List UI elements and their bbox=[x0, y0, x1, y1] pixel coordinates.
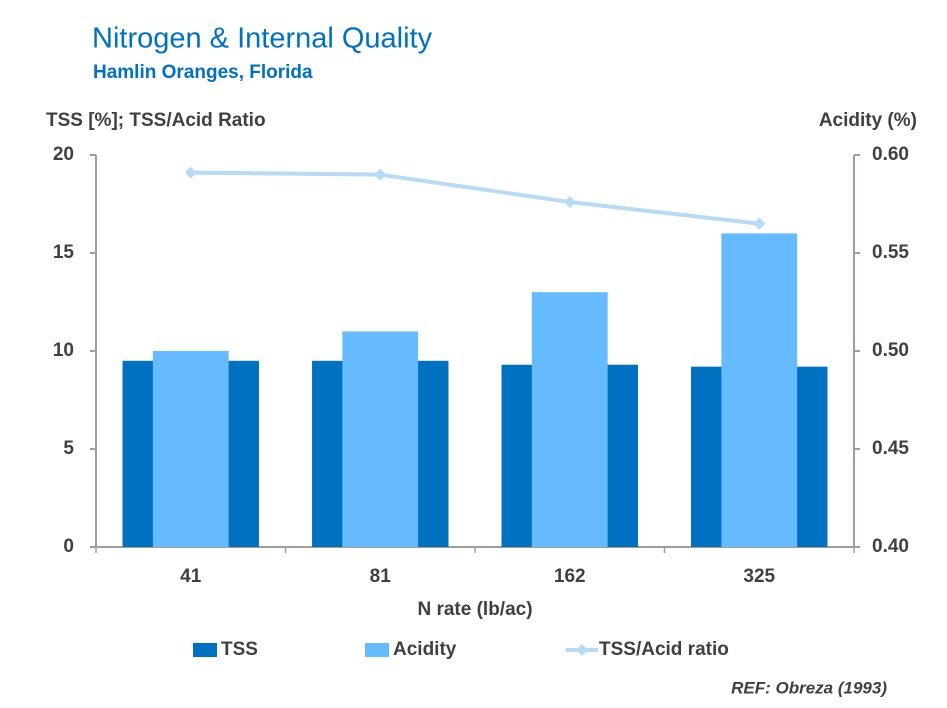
bar bbox=[721, 233, 798, 547]
y-tick-label: 15 bbox=[53, 242, 75, 263]
legend-label: Acidity bbox=[393, 639, 457, 660]
y-tick-label: 0 bbox=[63, 536, 74, 557]
y-axis-title: TSS [%]; TSS/Acid Ratio bbox=[46, 110, 266, 131]
x-tick-label: 41 bbox=[180, 566, 202, 587]
legend-label: TSS bbox=[221, 639, 258, 660]
line bbox=[190, 170, 760, 226]
y2-tick-label: 0.45 bbox=[872, 438, 909, 459]
chart-title: Nitrogen & Internal Quality bbox=[92, 23, 433, 55]
y-tick-label: 10 bbox=[53, 340, 74, 361]
legend-swatch bbox=[193, 643, 217, 657]
y2-tick-label: 0.55 bbox=[872, 242, 909, 263]
marker bbox=[184, 166, 197, 179]
bar bbox=[152, 351, 229, 547]
chart-subtitle: Hamlin Oranges, Florida bbox=[93, 62, 313, 83]
x-axis-title: N rate (lb/ac) bbox=[417, 599, 532, 620]
y2-axis-title: Acidity (%) bbox=[819, 110, 917, 131]
x-tick-label: 162 bbox=[554, 566, 586, 587]
y2-tick-label: 0.40 bbox=[872, 536, 909, 557]
bar bbox=[531, 292, 608, 547]
y-tick-label: 5 bbox=[63, 438, 74, 459]
marker bbox=[753, 217, 766, 230]
x-tick-label: 325 bbox=[743, 566, 775, 587]
marker bbox=[374, 168, 387, 181]
y2-tick-label: 0.50 bbox=[872, 340, 909, 361]
legend-swatch bbox=[365, 643, 389, 657]
legend-label: TSS/Acid ratio bbox=[599, 639, 729, 660]
x-tick-label: 81 bbox=[370, 566, 392, 587]
marker bbox=[563, 196, 576, 209]
y2-tick-label: 0.60 bbox=[872, 144, 909, 165]
annotation: REF: Obreza (1993) bbox=[731, 678, 887, 697]
legend-swatch bbox=[576, 644, 588, 656]
bar bbox=[342, 331, 419, 547]
y-tick-label: 20 bbox=[53, 144, 74, 165]
